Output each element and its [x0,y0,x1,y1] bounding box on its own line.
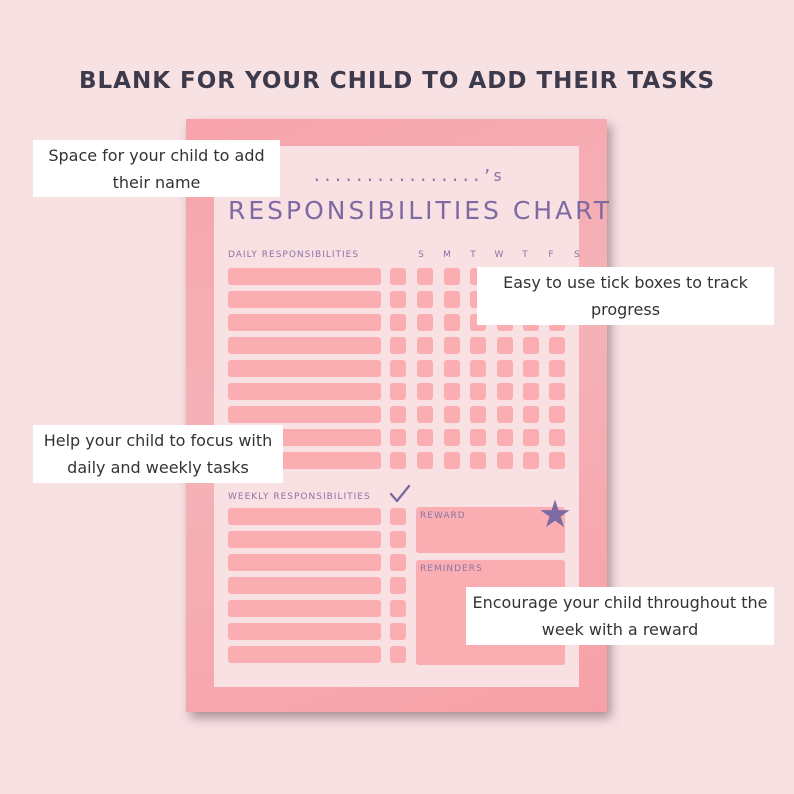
daily-tick-box[interactable] [390,337,406,354]
daily-tick-box[interactable] [549,429,565,446]
daily-tick-box[interactable] [470,337,486,354]
weekly-task-field[interactable] [228,623,381,640]
daily-tick-box[interactable] [390,429,406,446]
daily-tick-box[interactable] [497,406,513,423]
daily-tick-box[interactable] [497,360,513,377]
daily-task-field[interactable] [228,406,381,423]
daily-tick-box[interactable] [417,429,433,446]
daily-task-field[interactable] [228,314,381,331]
weekly-task-field[interactable] [228,508,381,525]
daily-responsibilities-label: DAILY RESPONSIBILITIES [228,250,360,260]
weekly-task-field[interactable] [228,600,381,617]
daily-tick-box[interactable] [417,268,433,285]
daily-tick-box[interactable] [417,452,433,469]
weekly-responsibilities-label: WEEKLY RESPONSIBILITIES [228,492,371,502]
daily-tick-box[interactable] [417,314,433,331]
day-header: S [574,250,580,260]
weekly-tick-box[interactable] [390,577,406,594]
daily-task-field[interactable] [228,337,381,354]
day-header: W [494,250,504,260]
daily-tick-box[interactable] [470,360,486,377]
daily-tick-box[interactable] [444,337,460,354]
daily-tick-box[interactable] [523,406,539,423]
daily-tick-box[interactable] [470,383,486,400]
daily-tick-box[interactable] [417,291,433,308]
daily-tick-box[interactable] [417,406,433,423]
day-header: S [418,250,424,260]
weekly-task-field[interactable] [228,577,381,594]
daily-tick-box[interactable] [444,360,460,377]
daily-tick-box[interactable] [390,314,406,331]
daily-tick-box[interactable] [549,452,565,469]
weekly-tick-box[interactable] [390,508,406,525]
weekly-tick-box[interactable] [390,531,406,548]
daily-tick-box[interactable] [390,268,406,285]
weekly-task-field[interactable] [228,646,381,663]
callout-focus-tasks: Help your child to focus with daily and … [33,425,283,483]
daily-tick-box[interactable] [444,291,460,308]
chart-title: RESPONSIBILITIES CHART [228,196,612,225]
name-line: ................’s [312,166,504,185]
day-header: F [548,250,554,260]
daily-tick-box[interactable] [523,360,539,377]
reward-box[interactable]: REWARD [416,507,565,553]
daily-tick-box[interactable] [390,360,406,377]
checkmark-icon [389,484,411,503]
callout-tick-boxes: Easy to use tick boxes to track progress [477,267,774,325]
chart-paper: ................’s RESPONSIBILITIES CHAR… [186,119,612,712]
daily-tick-box[interactable] [390,383,406,400]
daily-tick-box[interactable] [470,452,486,469]
day-header: T [522,250,528,260]
reward-label: REWARD [420,511,466,521]
daily-tick-box[interactable] [549,337,565,354]
weekly-task-field[interactable] [228,554,381,571]
daily-task-field[interactable] [228,360,381,377]
star-icon: ★ [537,494,573,536]
daily-tick-box[interactable] [390,291,406,308]
daily-tick-box[interactable] [444,268,460,285]
weekly-tick-box[interactable] [390,554,406,571]
daily-tick-box[interactable] [470,429,486,446]
chart-sheet: ................’s RESPONSIBILITIES CHAR… [214,146,612,687]
weekly-tick-box[interactable] [390,600,406,617]
day-header: T [470,250,476,260]
daily-tick-box[interactable] [417,383,433,400]
daily-tick-box[interactable] [497,452,513,469]
daily-tick-box[interactable] [497,429,513,446]
daily-tick-box[interactable] [444,383,460,400]
daily-tick-box[interactable] [444,406,460,423]
daily-tick-box[interactable] [417,360,433,377]
daily-tick-box[interactable] [444,429,460,446]
callout-name-space: Space for your child to add their name [33,140,280,197]
daily-tick-box[interactable] [444,452,460,469]
daily-tick-box[interactable] [497,383,513,400]
weekly-tick-box[interactable] [390,623,406,640]
reminders-label: REMINDERS [420,564,483,574]
daily-tick-box[interactable] [523,429,539,446]
daily-tick-box[interactable] [523,383,539,400]
daily-tick-box[interactable] [523,452,539,469]
daily-tick-box[interactable] [523,337,539,354]
daily-tick-box[interactable] [390,452,406,469]
daily-tick-box[interactable] [444,314,460,331]
weekly-tick-box[interactable] [390,646,406,663]
daily-tick-box[interactable] [549,360,565,377]
daily-task-field[interactable] [228,383,381,400]
callout-reward: Encourage your child throughout the week… [466,587,774,645]
daily-task-field[interactable] [228,291,381,308]
daily-tick-box[interactable] [497,337,513,354]
weekly-task-field[interactable] [228,531,381,548]
daily-tick-box[interactable] [549,383,565,400]
daily-task-field[interactable] [228,268,381,285]
daily-tick-box[interactable] [390,406,406,423]
page-headline: BLANK FOR YOUR CHILD TO ADD THEIR TASKS [78,68,716,94]
daily-tick-box[interactable] [470,406,486,423]
daily-tick-box[interactable] [549,406,565,423]
daily-tick-box[interactable] [417,337,433,354]
day-header: M [443,250,451,260]
